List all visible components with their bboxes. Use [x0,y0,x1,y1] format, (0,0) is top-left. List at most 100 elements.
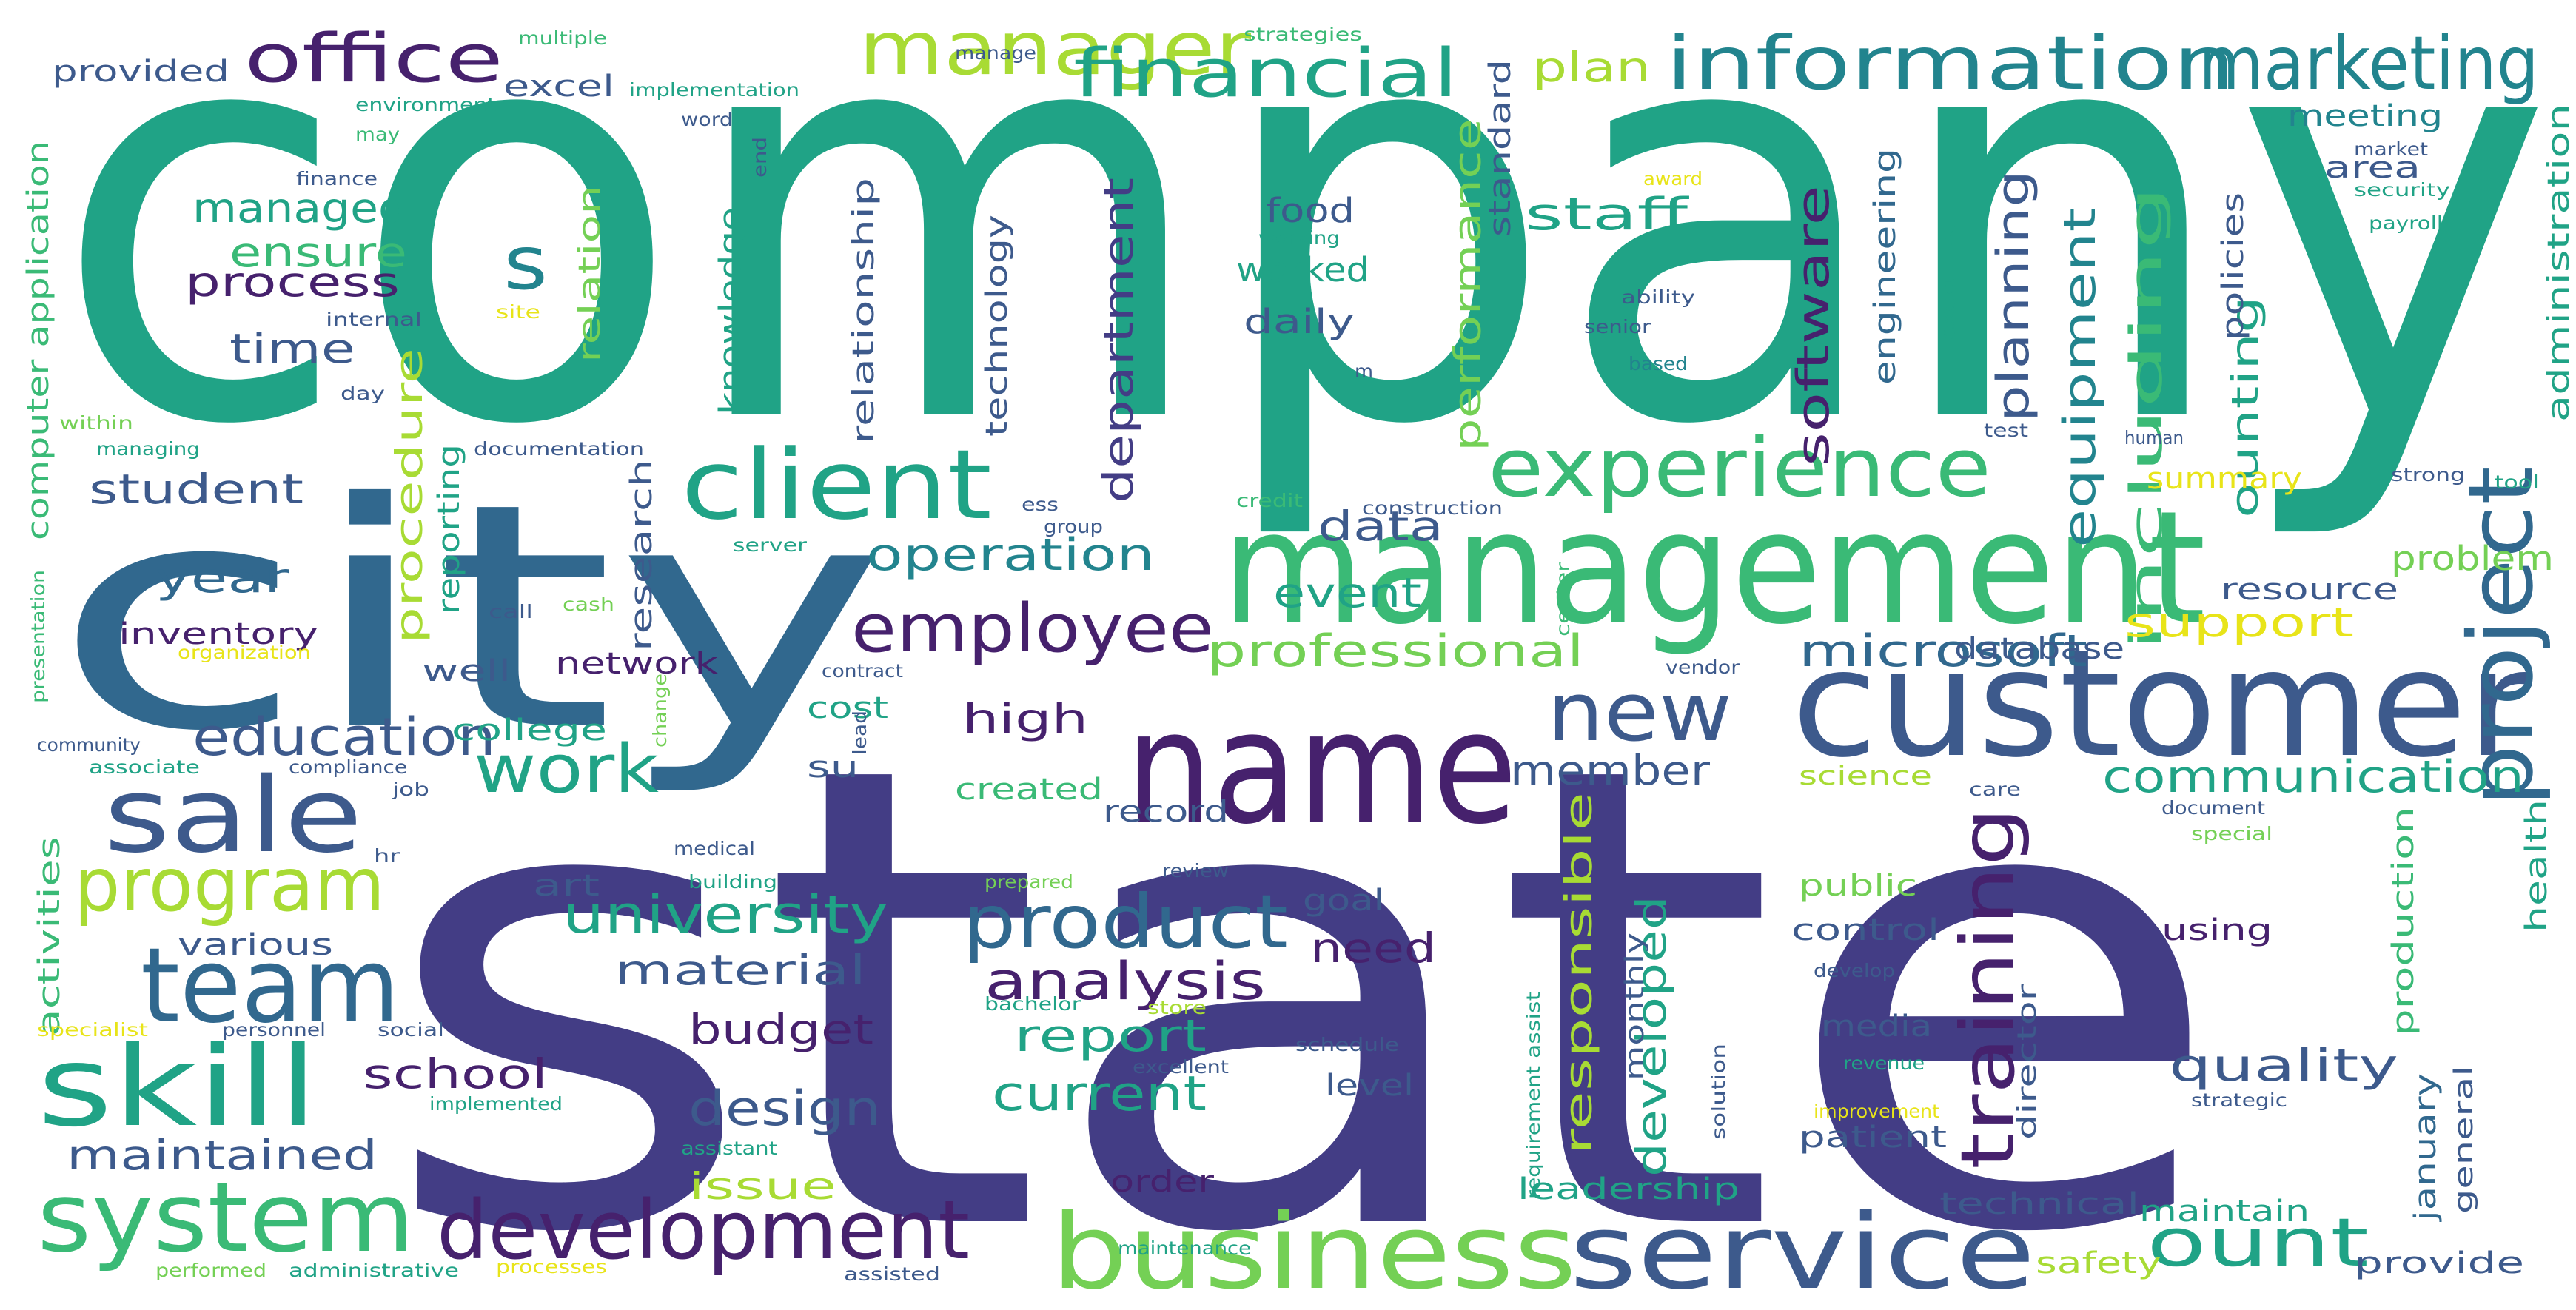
word-award: award [1643,168,1703,189]
word-social: social [378,1019,444,1041]
word-community: community [37,734,141,756]
word-analysis: analysis [985,951,1266,1012]
word-daily: daily [1244,302,1355,341]
word-business: business [1051,1192,1577,1310]
word-excel: excel [503,70,614,104]
word-network: network [555,647,719,681]
word-review: review [1162,860,1229,881]
word-security: security [2354,179,2450,201]
word-management: management [1221,477,2206,659]
word-engineering: engineering [1868,148,1902,385]
word-test: test [1984,420,2028,441]
word-year: year [155,554,289,602]
word-goal: goal [1303,884,1384,918]
word-prepared: prepared [985,871,1073,893]
word-contract: contract [822,660,903,682]
word-including: including [2121,185,2173,651]
word-administrative: administrative [289,1260,459,1281]
word-cash: cash [563,594,614,615]
word-school: school [363,1050,548,1098]
word-su: su [807,750,859,785]
word-cost: cost [807,691,888,725]
word-information: information [1666,20,2235,107]
word-material: material [614,947,866,994]
word-associate: associate [89,756,200,778]
word-city: city [52,437,888,799]
word-based: based [1629,353,1688,374]
word-product: product [962,879,1288,965]
word-professional: professional [1207,625,1584,677]
word-program: program [74,842,385,928]
word-department: department [1095,178,1142,503]
word-design: design [688,1081,881,1137]
word-multiple: multiple [518,27,607,49]
word-project: project [2450,466,2553,807]
word-using: using [2161,913,2273,947]
word-day: day [341,383,385,404]
word-maintained: maintained [67,1132,378,1179]
word-high: high [962,695,1088,742]
word-public: public [1799,869,1917,903]
word-bachelor: bachelor [985,993,1081,1015]
word-within: within [59,412,133,434]
word-skill: skill [37,1023,318,1152]
word-computer-application: computer application [21,141,56,540]
word-tool: tool [2495,471,2539,493]
word-payroll: payroll [2369,212,2443,234]
word-event: event [1273,569,1421,617]
word-production: production [2387,807,2421,1036]
word-activities: activities [33,836,67,1036]
word-schedule: schedule [1295,1034,1399,1055]
word-database: database [1954,632,2124,666]
word-assist: assist [1523,992,1544,1058]
word-training: training [1945,807,2031,1169]
word-strategic: strategic [2191,1089,2287,1111]
word-various: various [178,928,333,962]
word-meeting: meeting [2287,99,2443,133]
word-ounting: ounting [2224,296,2267,518]
word-relationship: relationship [847,178,881,444]
word-finance: finance [296,168,378,189]
word-current: current [992,1067,1207,1122]
word-budget: budget [688,1006,873,1053]
word-created: created [955,773,1103,807]
word-summary: summary [2147,462,2302,496]
word-word: word [681,109,733,130]
word-reporting: reporting [432,444,466,614]
word-solution: solution [1708,1044,1729,1140]
word-construction: construction [1362,497,1503,519]
word-media: media [1821,1010,1932,1044]
word-senior: senior [1584,316,1651,337]
word-science: science [1799,762,1932,791]
word-january: january [2409,1073,2443,1222]
word-job: job [392,779,429,800]
word-knowledge: knowledge [714,207,748,414]
word-vendor: vendor [1666,656,1740,678]
word-education: education [192,707,496,767]
word-process: process [185,258,400,306]
word-research: research [625,459,659,651]
word-credit: credit [1236,490,1303,511]
word-responsible: responsible [1557,792,1600,1155]
word-manage: manage [955,42,1036,64]
word-performance: performance [1446,118,1489,451]
word-lead: lead [849,711,871,755]
word-state: state [378,631,2228,1310]
word-internal: internal [326,309,422,330]
word-operation: operation [866,529,1155,581]
word-m: m [1355,360,1373,382]
word-member: member [1510,747,1710,794]
word-environment: environment [355,94,496,115]
word-policies: policies [2216,192,2250,340]
word-report: report [1014,1010,1207,1062]
word-maintenance: maintenance [1118,1237,1251,1259]
word-level: level [1325,1069,1414,1103]
word-order: order [1110,1165,1215,1199]
word-technology: technology [980,215,1014,437]
word-store: store [1147,997,1207,1018]
word-excellent: excellent [1133,1056,1229,1078]
word-building: building [688,871,777,893]
word-support: support [2124,599,2354,646]
word-center: center [1552,562,1574,636]
word-special: special [2191,823,2273,844]
